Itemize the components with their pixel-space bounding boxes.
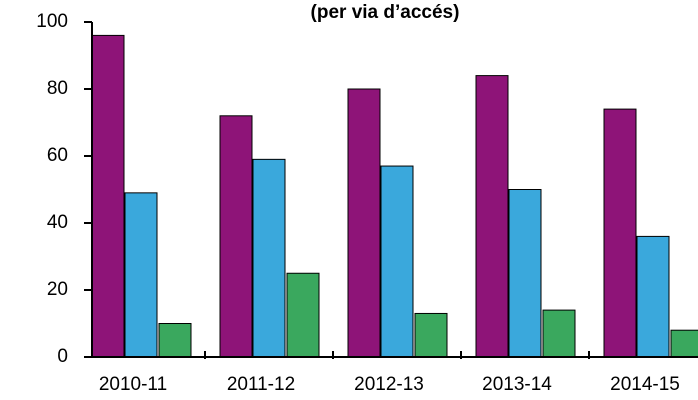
bar bbox=[380, 165, 414, 358]
bar bbox=[603, 108, 637, 358]
x-tick-label: 2011-12 bbox=[227, 374, 295, 395]
bar bbox=[508, 189, 542, 358]
y-tick-label: 40 bbox=[47, 212, 68, 233]
chart-title: (per via d’accés) bbox=[311, 2, 460, 23]
bar bbox=[347, 88, 381, 358]
y-tick-label: 80 bbox=[47, 78, 68, 99]
x-tick-label: 2014-15 bbox=[610, 374, 680, 395]
y-tick-label: 0 bbox=[57, 346, 68, 367]
bar bbox=[158, 323, 192, 358]
y-tick-label: 60 bbox=[47, 145, 68, 166]
bar bbox=[219, 115, 253, 358]
bar bbox=[124, 192, 158, 358]
x-tick-label: 2012-13 bbox=[354, 374, 424, 395]
bar bbox=[252, 158, 286, 358]
x-tick-label: 2010-11 bbox=[99, 374, 167, 395]
y-tick-label: 100 bbox=[36, 11, 68, 32]
bar bbox=[475, 75, 509, 358]
x-tick-label: 2013-14 bbox=[482, 374, 552, 395]
bar bbox=[91, 34, 125, 358]
bar bbox=[542, 309, 576, 358]
bar bbox=[414, 312, 448, 358]
bar bbox=[636, 235, 670, 358]
y-tick-label: 20 bbox=[47, 279, 68, 300]
bar bbox=[670, 329, 698, 358]
bar bbox=[286, 272, 320, 358]
